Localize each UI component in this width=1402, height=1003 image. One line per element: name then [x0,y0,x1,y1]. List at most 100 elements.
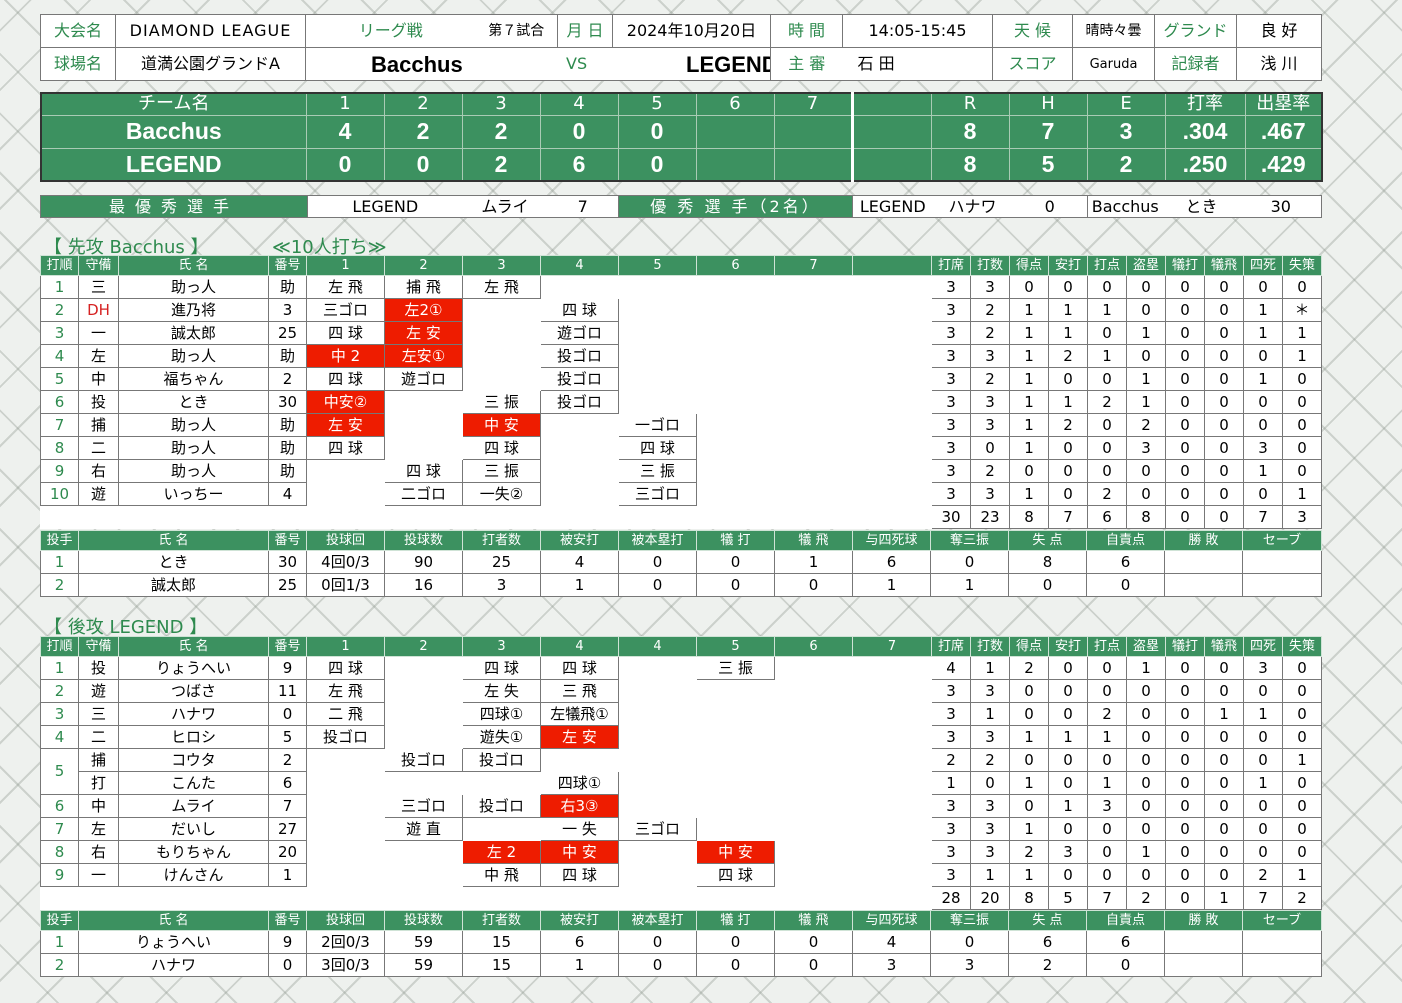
inning-result [385,841,463,864]
stat-cell: 1 [1009,344,1049,368]
tournament-name: DIAMOND LEAGUE [115,14,306,48]
batter-row: 7 捕助っ人助左 安中 安一ゴロ 3 3 1 2 0 2 0 0 0 0 [40,413,1322,437]
stat-cell: 1 [1009,817,1049,841]
pitch-stat: 1 [774,550,853,574]
stat-cell: 1 [1126,840,1166,864]
pitch-stat: 90 [384,550,463,574]
score-header-3: 3 [461,92,541,116]
stat-cell: 2 [1009,656,1049,680]
stat-cell: 0 [970,436,1010,460]
stat-cell: 0 [970,771,1010,795]
col-header: 打順 [40,636,79,657]
stat-cell: 0 [1048,679,1088,703]
inning-result: 左 安 [384,321,463,345]
player-name: 進乃将 [118,298,269,322]
stat-cell: 3 [1126,436,1166,460]
inning-result [385,414,463,437]
inning-result: 二 飛 [306,702,385,726]
inning-result [775,345,853,368]
batting-order: 3 [40,321,79,345]
inning-result [463,299,541,322]
stat-cell: 3 [970,413,1010,437]
score-cell-2: 0 [383,147,463,182]
pitch-header: 失 点 [1008,530,1087,551]
pitch-header: 打者数 [462,910,541,931]
stat-cell: 0 [1087,863,1127,887]
pitch-stat [1242,953,1322,977]
inning-result [697,818,775,841]
col-header: 犠飛 [1204,636,1244,657]
stat-cell: 0 [1282,459,1322,483]
col-header: 2 [384,255,463,276]
player-name: 助っ人 [118,275,269,299]
inning-result: 四 球 [696,863,775,887]
batter-row: 7 左だいし 27 遊 直一 失三ゴロ 3 3 1 0 0 0 0 0 0 0 [40,817,1322,841]
inning-result [697,437,775,460]
score-cell-7 [773,114,853,149]
inning-result [697,772,775,795]
inning-result [541,276,619,299]
stat-cell: 1 [970,863,1010,887]
score-cell-5: 0 [617,114,697,149]
batting-order: 8 [40,436,79,460]
inning-result [775,864,853,887]
total-cell: 0 [1204,505,1244,529]
stat-cell: 0 [1048,275,1088,299]
stat-cell: 0 [1048,656,1088,680]
stat-cell: 0 [1126,794,1166,818]
score-cell-9: 8 [930,147,1010,182]
score-cell-13: .467 [1244,114,1323,149]
stat-cell: 0 [1243,275,1283,299]
score-header-1: 1 [305,92,385,116]
stat-cell: 3 [931,794,971,818]
batter-row: 打こんた 6 四球① 1 0 1 0 1 0 0 0 1 0 [41,771,1322,795]
stat-cell: 1 [1282,482,1322,506]
stat-cell: 0 [1282,817,1322,841]
inning-result [697,299,775,322]
batting-order: 8 [40,840,79,864]
stat-cell: 1 [1126,321,1166,345]
inning-result: 中 安 [696,840,775,864]
stat-cell: 1 [970,702,1010,726]
batting-order: 2 [40,679,79,703]
inning-result [775,368,853,391]
inning-result: 四 球 [306,321,385,345]
stat-cell: 0 [1087,679,1127,703]
stat-cell: 3 [931,679,971,703]
batting-order: 6 [40,390,79,414]
stat-cell: 1 [970,656,1010,680]
inning-result [541,749,619,772]
inning-result [697,322,775,345]
first-batting-table: 打順 守備氏 名番号 1 2 3 4 5 6 7 打席 打数 得点 安打 打点 盗塁 犠打 犠飛 四死 失策 1 三助っ… [40,255,1322,529]
player-number: 11 [268,679,307,703]
pitcher-order: 1 [40,930,79,954]
batting-order: 7 [40,817,79,841]
batting-order: 6 [40,794,79,818]
pitch-stat: 4 [540,550,619,574]
totals-spacer [41,887,932,910]
inning-result [697,345,775,368]
inning-result [775,795,853,818]
pitch-header: 投手 [40,910,79,931]
score-cell-11: 3 [1086,114,1166,149]
stat-cell: 2 [1087,482,1127,506]
pitch-stat: 1 [540,573,619,597]
inning-result [619,322,697,345]
pitcher-row: 1 とき 30 4回0/3 90 25 4 0 0 1 6 0 8 6 [40,550,1322,574]
pitch-stat: 0 [618,930,697,954]
col-header: 番号 [268,255,307,276]
stat-cell: 1 [1048,725,1088,749]
total-cell: 1 [1204,886,1244,910]
player-name: 誠太郎 [118,321,269,345]
pitcher-row: 2 ハナワ 0 3回0/3 59 15 1 0 0 0 3 3 2 0 [40,953,1322,977]
stat-cell: 2 [1048,413,1088,437]
stat-cell: 0 [1282,840,1322,864]
pitch-stat: 6 [1008,930,1087,954]
pitch-stat: 1 [540,953,619,977]
total-cell: 7 [1243,886,1283,910]
stat-cell: 1 [1243,771,1283,795]
stat-cell: 0 [1243,817,1283,841]
inning-result [385,772,463,795]
pitch-stat: 0 [774,930,853,954]
